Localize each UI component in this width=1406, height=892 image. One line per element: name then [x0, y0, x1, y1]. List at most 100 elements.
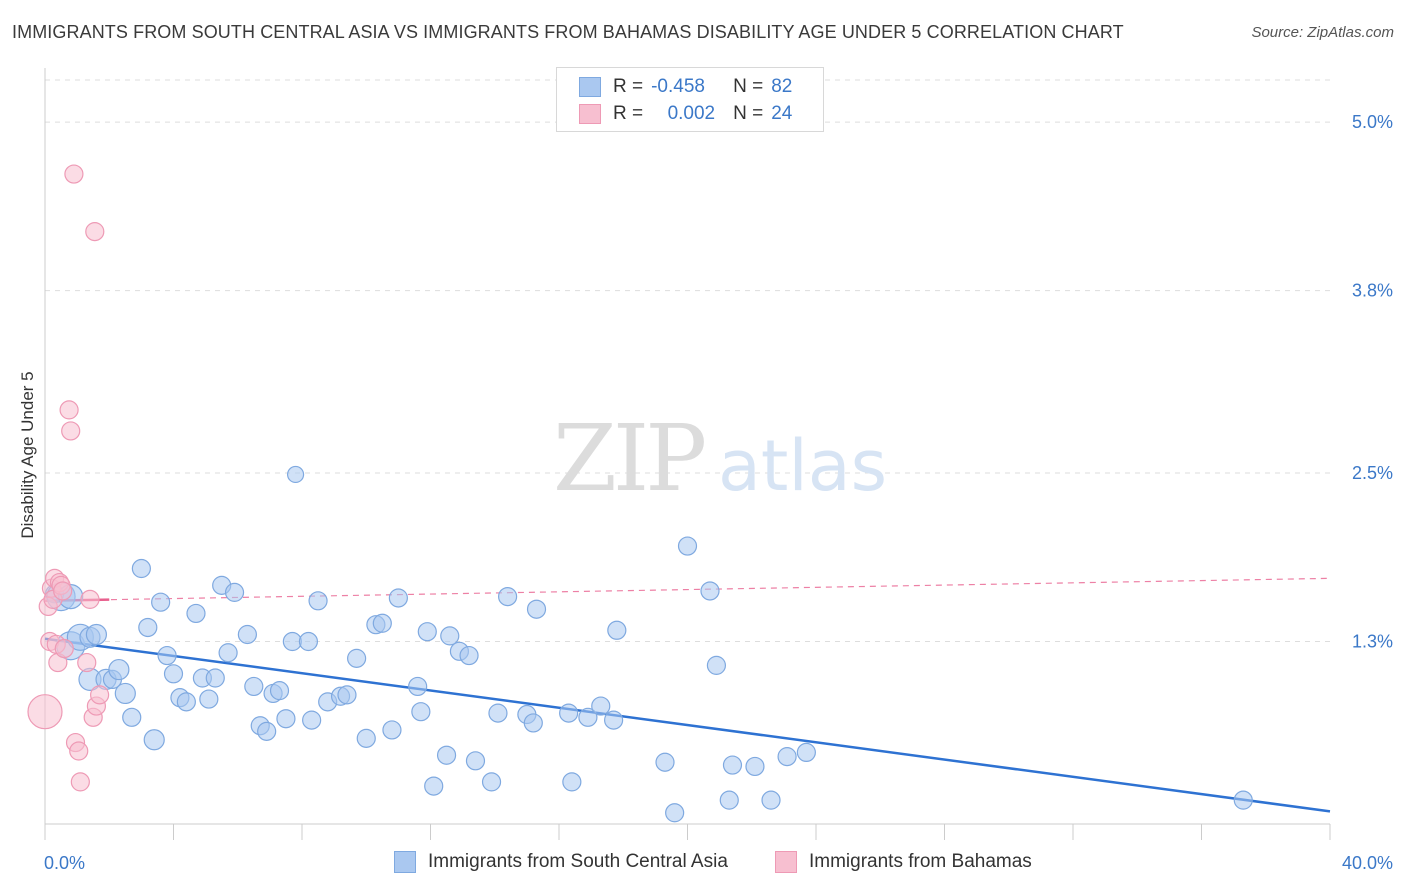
point-south-central-asia [424, 776, 444, 796]
point-south-central-asia [85, 623, 108, 646]
point-south-central-asia [761, 790, 781, 810]
point-south-central-asia [157, 645, 177, 666]
point-south-central-asia [138, 617, 158, 638]
trend-lines [44, 577, 1331, 813]
legend-r-label: R = [613, 103, 644, 124]
correlation-legend: R = -0.458 N = 82 R = 0.002 N = 24 [556, 67, 824, 132]
point-south-central-asia [440, 626, 460, 646]
point-south-central-asia [559, 703, 579, 723]
point-south-central-asia [337, 685, 357, 705]
point-south-central-asia [417, 622, 437, 642]
point-south-central-asia [1233, 790, 1253, 810]
legend-n-value: 24 [771, 103, 793, 124]
point-bahamas [61, 421, 81, 441]
point-south-central-asia [382, 720, 402, 740]
point-south-central-asia [562, 772, 582, 792]
legend-row-south-central-asia: R = -0.458 N = 82 [579, 75, 792, 99]
series-legend-label: Immigrants from Bahamas [809, 851, 1032, 872]
point-bahamas [69, 741, 89, 761]
x-tick-label: 40.0% [1342, 853, 1393, 873]
point-south-central-asia [481, 772, 502, 792]
point-south-central-asia [655, 752, 675, 772]
y-tick-label: 3.8% [1352, 281, 1393, 301]
trend-line-bahamas-dashed [44, 577, 1331, 602]
chart-title: IMMIGRANTS FROM SOUTH CENTRAL ASIA VS IM… [12, 22, 1124, 42]
point-south-central-asia [498, 586, 518, 607]
watermark-zip: ZIP [553, 405, 704, 512]
trend-line-south-central-asia [44, 637, 1331, 813]
point-bahamas [27, 694, 63, 730]
point-south-central-asia [591, 696, 611, 716]
series-swatch-blue [394, 851, 416, 873]
point-bahamas [64, 164, 84, 184]
point-bahamas [59, 400, 79, 420]
point-south-central-asia [176, 692, 196, 712]
point-south-central-asia [282, 631, 302, 652]
x-tick-label: 0.0% [44, 853, 85, 873]
point-south-central-asia [151, 592, 171, 612]
point-bahamas [54, 638, 74, 659]
legend-n-label: N = [733, 103, 764, 124]
point-south-central-asia [163, 664, 184, 684]
point-south-central-asia [700, 581, 720, 601]
point-south-central-asia [199, 689, 219, 709]
legend-r-value: 0.002 [667, 103, 716, 124]
point-bahamas [53, 581, 73, 601]
series-swatch-pink [775, 851, 797, 873]
point-south-central-asia [488, 703, 508, 723]
watermark-atlas: atlas [718, 425, 887, 507]
point-south-central-asia [122, 707, 142, 727]
point-south-central-asia [108, 658, 130, 681]
legend-n-label: N = [733, 76, 764, 97]
y-tick-label: 1.3% [1352, 632, 1393, 652]
point-bahamas [77, 652, 97, 673]
point-south-central-asia [356, 728, 376, 748]
legend-r-label: R = [613, 76, 644, 97]
series-legend: Immigrants from South Central Asia Immig… [0, 851, 1406, 879]
point-south-central-asia [224, 582, 245, 602]
point-south-central-asia [607, 620, 627, 640]
point-south-central-asia [388, 588, 408, 608]
point-south-central-asia [722, 755, 743, 775]
point-south-central-asia [604, 710, 624, 730]
point-south-central-asia [677, 536, 698, 556]
point-south-central-asia [114, 682, 136, 705]
point-south-central-asia [302, 710, 322, 730]
point-south-central-asia [186, 603, 206, 624]
point-south-central-asia [237, 624, 257, 645]
point-south-central-asia [131, 558, 151, 579]
y-tick-label: 2.5% [1352, 463, 1393, 483]
point-south-central-asia [205, 668, 225, 688]
watermark: ZIP atlas [553, 405, 887, 512]
legend-row-bahamas: R = 0.002 N = 24 [579, 102, 792, 126]
point-south-central-asia [523, 713, 543, 733]
point-south-central-asia [436, 745, 457, 765]
point-south-central-asia [276, 709, 296, 729]
point-south-central-asia [218, 643, 238, 663]
point-bahamas [85, 222, 105, 242]
point-south-central-asia [411, 702, 431, 722]
point-south-central-asia [269, 681, 290, 701]
point-south-central-asia [372, 613, 392, 633]
legend-r-value: -0.458 [651, 76, 705, 97]
legend-swatch-blue [579, 77, 601, 97]
tick-labels: 1.3% 2.5% 3.8% 5.0% 0.0% 40.0% [44, 112, 1393, 873]
point-south-central-asia [257, 721, 277, 741]
point-south-central-asia [143, 729, 165, 751]
data-points [27, 164, 1253, 823]
point-south-central-asia [347, 648, 367, 668]
point-south-central-asia [777, 747, 797, 767]
point-south-central-asia [298, 631, 319, 652]
point-bahamas [80, 589, 100, 609]
point-bahamas [70, 772, 90, 792]
series-legend-item-south-central-asia: Immigrants from South Central Asia [394, 851, 728, 873]
point-south-central-asia [526, 599, 547, 619]
point-south-central-asia [578, 707, 598, 727]
point-south-central-asia [465, 751, 486, 771]
legend-n-value: 82 [771, 76, 793, 97]
point-south-central-asia [408, 676, 428, 697]
series-legend-label: Immigrants from South Central Asia [428, 851, 728, 872]
source-label: Source: ZipAtlas.com [1251, 24, 1394, 41]
point-south-central-asia [665, 803, 685, 823]
